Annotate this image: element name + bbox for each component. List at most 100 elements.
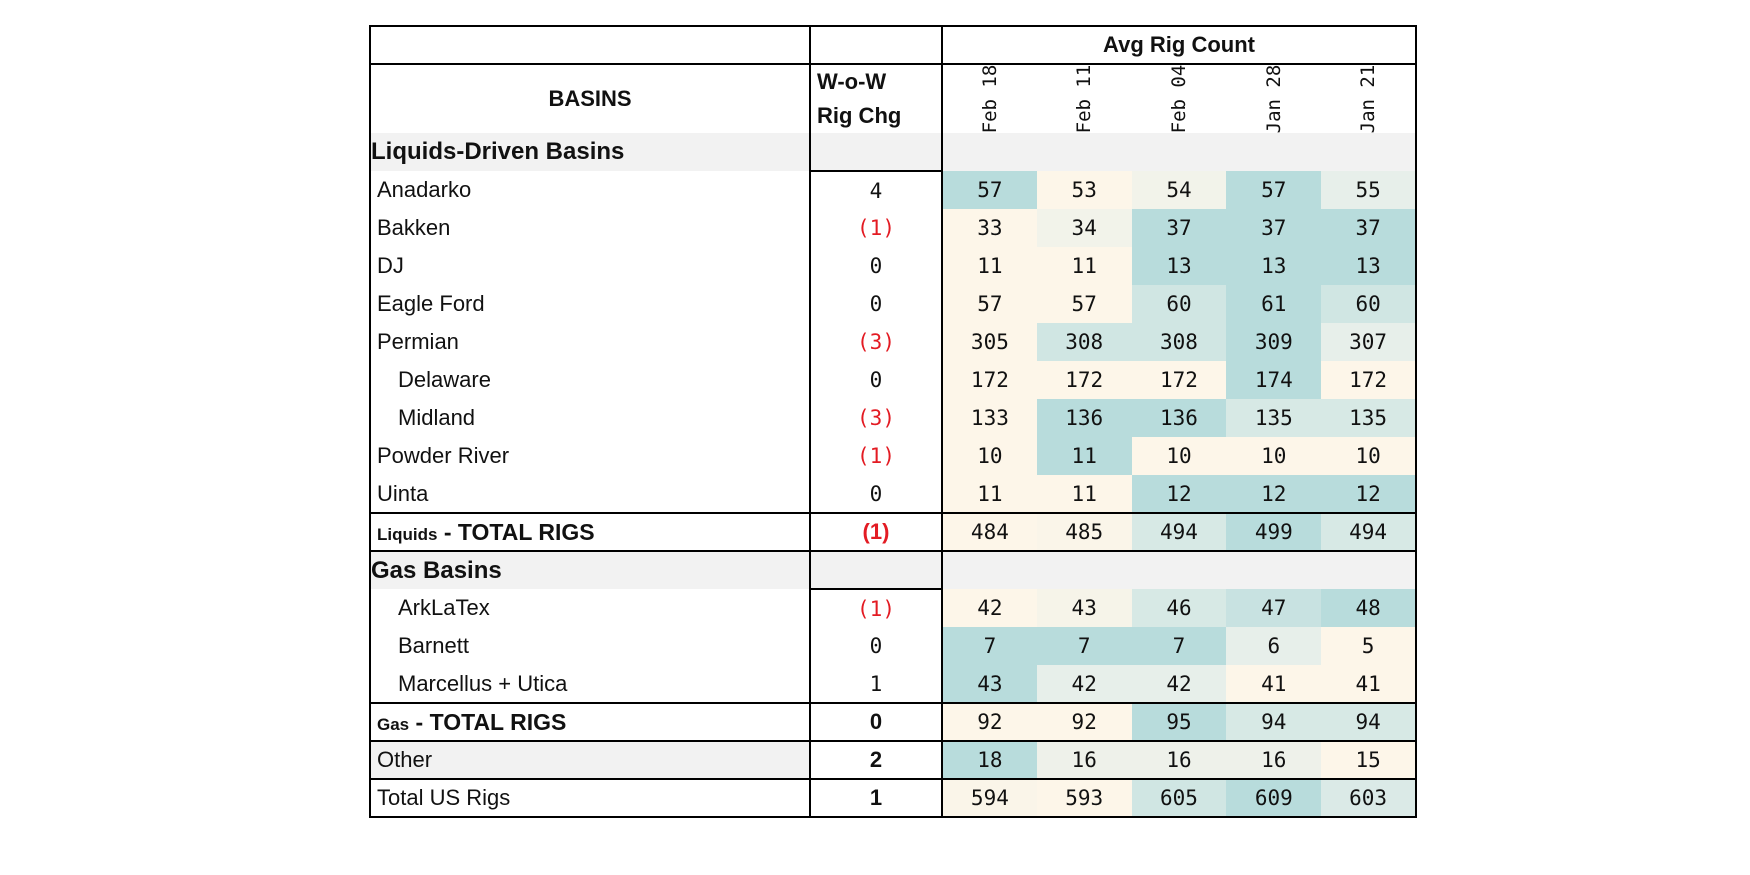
rig-count-cell: 34: [1036, 209, 1132, 247]
rig-count-cell: 53: [1036, 171, 1132, 209]
rig-count-cell: 57: [942, 285, 1037, 323]
rig-count-cell: 10: [1321, 437, 1418, 475]
wow-change-value: 0: [810, 247, 943, 285]
date-column-header: Jan 28: [1226, 64, 1321, 134]
rig-count-cell: 484: [942, 512, 1037, 552]
total_us-row: Total US Rigs 1 594 593 605 609 603: [369, 779, 1418, 818]
rig-count-cell: 48: [1321, 589, 1418, 627]
header-top-row: Avg Rig Count: [369, 25, 1418, 65]
basin-row: Midland (3) 133 136 136 135 135: [369, 399, 1418, 437]
date-label: Feb 04: [1167, 64, 1190, 134]
rig-count-cell: 305: [942, 323, 1037, 361]
rig-count-cell: 95: [1131, 702, 1227, 742]
rig-count-cell: 11: [1036, 247, 1132, 285]
rig-count-cell: 16: [1226, 741, 1322, 780]
basin-row: Anadarko 4 57 53 54 57 55: [369, 171, 1418, 209]
basin-name: Bakken: [369, 209, 811, 247]
basins-column-header: BASINS: [369, 64, 811, 133]
total-label: Liquids - TOTAL RIGS: [369, 512, 811, 552]
date-label: Jan 21: [1357, 64, 1380, 134]
header-main-row: BASINS W-o-W Rig Chg Feb 18 Feb 11 Feb 04…: [369, 64, 1418, 134]
rig-count-cell: 43: [942, 665, 1037, 703]
rig-count-cell: 7: [1131, 627, 1227, 665]
rig-count-cell: 11: [942, 247, 1037, 285]
gas-total-row: Gas - TOTAL RIGS 0 92 92 95 94 94: [369, 702, 1418, 742]
header-blank-cell: [369, 25, 811, 65]
wow-change-total: 0: [810, 702, 943, 742]
rig-count-cell: 92: [1036, 702, 1132, 742]
basin-row: Bakken (1) 33 34 37 37 37: [369, 209, 1418, 247]
rig-count-cell: 172: [1036, 361, 1132, 399]
rig-count-cell: 609: [1226, 779, 1322, 818]
rig-count-cell: 136: [1036, 399, 1132, 437]
basin-row: DJ 0 11 11 13 13 13: [369, 247, 1418, 285]
wow-change-value: (3): [810, 399, 943, 437]
rig-count-cell: 12: [1226, 475, 1322, 513]
date-label: Jan 28: [1262, 64, 1285, 134]
rig-count-cell: 13: [1226, 247, 1322, 285]
basin-row: ArkLaTex (1) 42 43 46 47 48: [369, 589, 1418, 627]
wow-change-summary: 1: [810, 779, 943, 818]
basin-name: DJ: [369, 247, 811, 285]
basin-row: Powder River (1) 10 11 10 10 10: [369, 437, 1418, 475]
rig-count-cell: 43: [1036, 589, 1132, 627]
summary-label: Other: [369, 741, 811, 780]
rig-count-cell: 7: [1036, 627, 1132, 665]
total-label-suffix: - TOTAL RIGS: [437, 518, 595, 545]
rig-count-cell: 133: [942, 399, 1037, 437]
wow-change-total: (1): [810, 512, 943, 552]
rig-count-cell: 16: [1036, 741, 1132, 780]
rig-count-cell: 605: [1131, 779, 1227, 818]
rig-count-cell: 308: [1131, 323, 1227, 361]
rig-count-cell: 7: [942, 627, 1037, 665]
wow-label-line2: Rig Chg: [817, 103, 902, 128]
section-title: Gas Basins: [369, 551, 811, 589]
rig-count-cell: 485: [1036, 512, 1132, 552]
rig-count-cell: 42: [1131, 665, 1227, 703]
date-column-header: Feb 18: [942, 64, 1037, 134]
rig-count-cell: 37: [1226, 209, 1322, 247]
rig-count-cell: 60: [1321, 285, 1418, 323]
section-change-cell: [810, 133, 943, 172]
wow-change-value: (1): [810, 589, 943, 627]
date-column-header: Feb 11: [1037, 64, 1132, 134]
total-label-prefix: Gas: [377, 714, 410, 734]
section-values-cell: [942, 133, 1418, 171]
date-label: Feb 11: [1073, 64, 1096, 134]
wow-change-value: (3): [810, 323, 943, 361]
basin-row: Marcellus + Utica 1 43 42 42 41 41: [369, 665, 1418, 703]
rig-count-cell: 11: [1036, 437, 1132, 475]
summary-label: Total US Rigs: [369, 779, 811, 818]
total-label: Gas - TOTAL RIGS: [369, 702, 811, 742]
liquids-total-row: Liquids - TOTAL RIGS (1) 484 485 494 499 494: [369, 512, 1418, 552]
rig-count-cell: 494: [1131, 512, 1227, 552]
basin-row: Delaware 0 172 172 172 174 172: [369, 361, 1418, 399]
basin-name: Eagle Ford: [369, 285, 811, 323]
rig-count-cell: 10: [1131, 437, 1227, 475]
basin-name: Delaware: [369, 361, 811, 399]
wow-change-value: 4: [810, 171, 943, 209]
date-column-header: Jan 21: [1321, 64, 1418, 134]
total-label-suffix: - TOTAL RIGS: [409, 708, 567, 735]
date-label: Feb 18: [978, 64, 1001, 134]
rig-count-cell: 41: [1226, 665, 1322, 703]
rig-count-cell: 13: [1131, 247, 1227, 285]
rig-count-cell: 5: [1321, 627, 1418, 665]
rig-count-cell: 594: [942, 779, 1037, 818]
basin-name: Powder River: [369, 437, 811, 475]
wow-change-value: (1): [810, 209, 943, 247]
rig-count-cell: 172: [1321, 361, 1418, 399]
rig-count-cell: 92: [942, 702, 1037, 742]
rig-count-cell: 172: [1131, 361, 1227, 399]
rig-count-cell: 136: [1131, 399, 1227, 437]
wow-change-column-header: W-o-W Rig Chg: [810, 64, 943, 133]
rig-count-cell: 94: [1226, 702, 1322, 742]
rig-count-cell: 307: [1321, 323, 1418, 361]
basin-name: Anadarko: [369, 171, 811, 209]
rig-count-cell: 42: [1036, 665, 1132, 703]
rig-count-cell: 15: [1321, 741, 1418, 780]
basin-name: Barnett: [369, 627, 811, 665]
wow-change-value: 0: [810, 627, 943, 665]
rig-count-cell: 47: [1226, 589, 1322, 627]
section-title: Liquids-Driven Basins: [369, 133, 811, 171]
